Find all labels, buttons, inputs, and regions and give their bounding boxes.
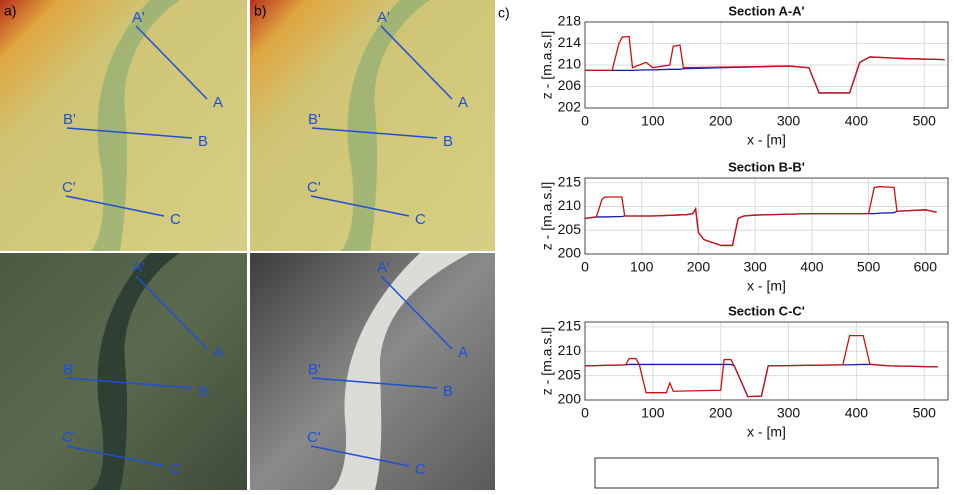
plot-frame xyxy=(584,177,949,255)
section-label: A xyxy=(458,94,468,111)
section-label: C xyxy=(415,461,426,478)
section-label: B' xyxy=(63,361,76,378)
x-tick-label: 0 xyxy=(581,259,589,275)
x-tick-label: 400 xyxy=(845,405,869,421)
section-label: C xyxy=(170,211,181,228)
charts: 0 100 200 300 400 500 202 206 210 214 218 Section A… xyxy=(539,3,949,480)
x-tick-label: 300 xyxy=(743,259,767,275)
section-line xyxy=(135,25,208,100)
section-label: A xyxy=(458,344,468,361)
x-tick-label: 100 xyxy=(641,113,665,129)
section-line xyxy=(310,195,410,217)
x-tick-label: 300 xyxy=(777,113,801,129)
section-line xyxy=(380,275,453,350)
section-line xyxy=(135,275,208,350)
section-label: B' xyxy=(63,111,76,128)
x-tick-label: 100 xyxy=(630,259,654,275)
section-label: B xyxy=(198,133,208,150)
x-axis-label: x - [m] xyxy=(747,278,786,294)
x-tick-label: 500 xyxy=(913,113,937,129)
y-axis-label: z - [m.a.s.l] xyxy=(539,327,555,395)
section-line xyxy=(310,445,410,467)
y-tick-label: 215 xyxy=(558,318,582,334)
x-tick-label: 200 xyxy=(709,405,733,421)
data-line xyxy=(585,35,945,94)
x-axis-label: x - [m] xyxy=(747,424,786,440)
data-line xyxy=(584,363,938,398)
chart-title: Section C-C' xyxy=(728,303,805,318)
x-tick-label: 100 xyxy=(641,405,665,421)
y-tick-label: 210 xyxy=(558,197,582,213)
plot-frame xyxy=(584,321,949,401)
section-line xyxy=(380,25,453,100)
x-tick-label: 300 xyxy=(777,405,801,421)
section-line xyxy=(66,377,193,389)
river xyxy=(90,0,180,251)
y-tick-label: 210 xyxy=(558,342,582,358)
section-label: B' xyxy=(308,111,321,128)
x-tick-label: 400 xyxy=(845,113,869,129)
x-tick-label: 0 xyxy=(581,405,589,421)
section-label: B xyxy=(198,383,208,400)
map-panels xyxy=(0,0,495,490)
x-tick-label: 500 xyxy=(913,405,937,421)
data-line xyxy=(584,185,937,247)
y-axis-label: z - [m.a.s.l] xyxy=(539,31,555,99)
section-label: A' xyxy=(132,9,145,26)
section-label: B xyxy=(443,133,453,150)
x-tick-label: 200 xyxy=(687,259,711,275)
y-tick-label: 205 xyxy=(558,221,582,237)
panel-label: a) xyxy=(4,3,16,19)
y-tick-label: 202 xyxy=(558,99,582,115)
x-tick-label: 600 xyxy=(914,259,938,275)
section-label: C' xyxy=(307,429,321,446)
y-tick-label: 218 xyxy=(558,13,582,29)
section-label: A xyxy=(213,94,223,111)
section-line xyxy=(311,127,438,139)
x-tick-label: 500 xyxy=(857,259,881,275)
section-label: A' xyxy=(132,259,145,276)
plot-area xyxy=(585,322,948,400)
y-tick-label: 206 xyxy=(558,77,582,93)
chart-title: Section B-B' xyxy=(728,159,805,174)
section-label: B xyxy=(443,383,453,400)
section-label: C' xyxy=(62,179,76,196)
y-tick-label: 205 xyxy=(558,366,582,382)
y-tick-label: 210 xyxy=(558,56,582,72)
section-label: C' xyxy=(307,179,321,196)
y-tick-label: 215 xyxy=(558,173,582,189)
x-tick-label: 400 xyxy=(800,259,824,275)
plot-frame xyxy=(584,21,949,109)
section-label: A' xyxy=(377,9,390,26)
y-tick-label: 214 xyxy=(558,34,582,50)
y-tick-label: 200 xyxy=(558,245,582,261)
river xyxy=(90,253,180,490)
section-line xyxy=(65,445,165,467)
river xyxy=(340,0,430,251)
y-tick-label: 200 xyxy=(558,391,582,407)
section-label: C xyxy=(170,461,181,478)
section-label: A' xyxy=(377,259,390,276)
section-line xyxy=(66,127,193,139)
x-axis-label: x - [m] xyxy=(747,132,786,148)
panel-label: b) xyxy=(254,3,266,19)
chart-title: Section A-A' xyxy=(728,3,804,18)
y-axis-label: z - [m.a.s.l] xyxy=(539,182,555,250)
map-labels: A' A B' B C' C A' A B' B C' C A' A B' B C' C A' A B' B C' Ca) b)… xyxy=(4,3,510,478)
panel-label: c) xyxy=(498,5,510,21)
data-line xyxy=(584,335,938,398)
section-line xyxy=(65,195,165,217)
section-label: C' xyxy=(62,429,76,446)
section-label: A xyxy=(213,344,223,361)
x-tick-label: 200 xyxy=(709,113,733,129)
river xyxy=(330,253,470,490)
x-tick-label: 0 xyxy=(581,113,589,129)
section-label: C xyxy=(415,211,426,228)
section-label: B' xyxy=(308,361,321,378)
legend-box xyxy=(594,457,939,489)
section-line xyxy=(311,377,438,389)
